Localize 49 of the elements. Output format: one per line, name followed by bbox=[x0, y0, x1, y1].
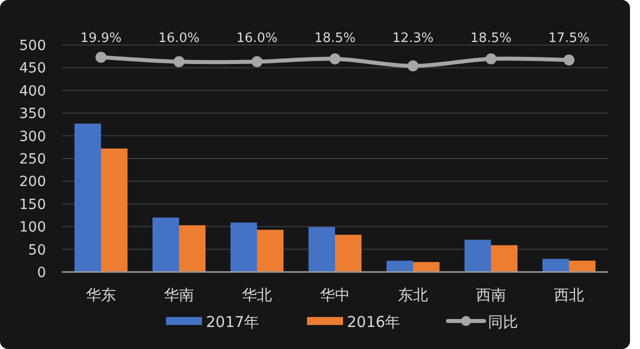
y-tick-label: 300 bbox=[19, 128, 46, 145]
bar bbox=[152, 218, 179, 272]
data-label: 19.9% bbox=[80, 31, 122, 46]
legend-label: 2017年 bbox=[206, 313, 260, 331]
data-label: 18.5% bbox=[470, 31, 512, 46]
y-tick-label: 50 bbox=[28, 242, 46, 258]
bar bbox=[464, 240, 491, 272]
bar bbox=[491, 245, 518, 272]
bar bbox=[386, 260, 413, 272]
x-tick-label: 西北 bbox=[554, 286, 584, 304]
legend-label: 2016年 bbox=[347, 313, 400, 331]
point bbox=[564, 54, 574, 66]
y-tick-label: 0 bbox=[37, 265, 46, 281]
bar bbox=[335, 234, 362, 272]
x-tick-label: 西南 bbox=[476, 286, 506, 304]
point bbox=[174, 56, 184, 68]
x-tick-label: 华北 bbox=[242, 286, 272, 304]
x-tick-label: 华东 bbox=[86, 286, 116, 304]
bar bbox=[179, 225, 206, 272]
point bbox=[408, 60, 418, 72]
bar bbox=[542, 258, 569, 272]
data-label: 17.5% bbox=[548, 31, 590, 46]
y-tick-label: 450 bbox=[19, 60, 46, 77]
bar bbox=[413, 262, 440, 272]
point bbox=[96, 52, 106, 63]
y-tick-label: 350 bbox=[19, 106, 46, 122]
y-tick-label: 200 bbox=[19, 174, 46, 190]
y-tick-label: 150 bbox=[19, 196, 46, 213]
y-tick-label: 100 bbox=[19, 220, 46, 236]
data-label: 16.0% bbox=[158, 31, 200, 46]
y-tick-label: 500 bbox=[19, 38, 46, 54]
data-label: 16.0% bbox=[236, 31, 278, 46]
x-tick-label: 东北 bbox=[398, 286, 428, 304]
bar bbox=[308, 227, 335, 272]
x-tick-label: 华南 bbox=[164, 286, 194, 304]
y-tick-label: 250 bbox=[19, 152, 46, 168]
point bbox=[330, 53, 340, 64]
bar bbox=[74, 124, 101, 272]
data-label: 18.5% bbox=[314, 31, 356, 46]
bar bbox=[569, 260, 596, 272]
legend-label: 同比 bbox=[488, 313, 518, 331]
point bbox=[252, 56, 262, 68]
data-label: 12.3% bbox=[392, 31, 434, 46]
point bbox=[486, 53, 496, 64]
x-tick-label: 华中 bbox=[320, 286, 350, 304]
bar bbox=[230, 222, 257, 272]
bar bbox=[101, 148, 128, 272]
bar bbox=[257, 230, 284, 272]
y-tick-label: 400 bbox=[19, 83, 46, 100]
